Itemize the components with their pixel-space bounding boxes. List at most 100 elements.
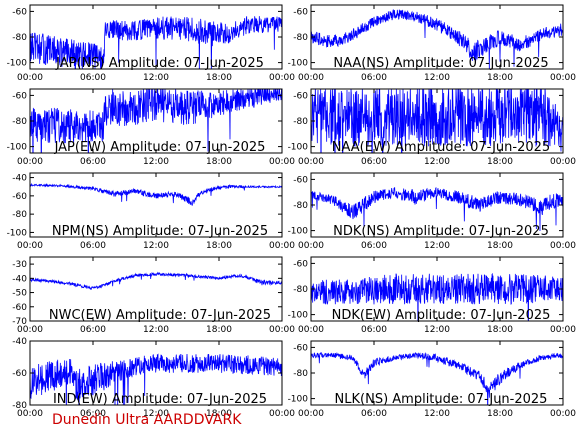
amplitude-trace (311, 9, 563, 69)
amplitude-trace (311, 272, 563, 321)
y-tick-label: -80 (293, 117, 308, 127)
x-tick-label: 12:00 (424, 325, 450, 335)
x-tick-label: 12:00 (424, 73, 450, 83)
x-tick-label: 12:00 (143, 325, 169, 335)
y-tick-label: -60 (293, 91, 308, 101)
x-tick-label: 06:00 (361, 409, 387, 419)
y-tick-label: -50 (12, 289, 27, 299)
y-tick-label: -60 (12, 369, 27, 379)
x-tick-label: 12:00 (424, 157, 450, 167)
x-tick-label: 00:00 (550, 73, 576, 83)
x-tick-label: 00:00 (298, 241, 324, 251)
y-tick-label: -100 (7, 228, 28, 238)
y-tick-label: -100 (7, 143, 28, 153)
y-tick-label: -100 (288, 59, 309, 69)
y-tick-label: -100 (288, 311, 309, 321)
x-tick-label: 00:00 (550, 409, 576, 419)
x-tick-label: 00:00 (550, 325, 576, 335)
x-tick-label: 00:00 (269, 409, 295, 419)
y-tick-label: -80 (12, 33, 27, 43)
amplitude-trace (30, 353, 282, 405)
amplitude-trace (311, 89, 563, 153)
x-tick-label: 06:00 (80, 73, 106, 83)
amplitude-trace (30, 271, 282, 291)
x-tick-label: 12:00 (143, 241, 169, 251)
amplitude-trace (30, 89, 282, 153)
y-tick-label: -100 (288, 395, 309, 405)
y-tick-label: -80 (12, 210, 27, 220)
x-tick-label: 00:00 (269, 325, 295, 335)
panel-8: -60 -80 -100 00:00 06:00 12:00 18:00 00:00 NDK(E… (288, 256, 576, 335)
y-tick-label: -60 (293, 259, 308, 269)
panel-title: IND(EW) Amplitude: 07-Jun-2025 (53, 392, 267, 407)
x-tick-label: 06:00 (361, 325, 387, 335)
x-tick-label: 06:00 (361, 73, 387, 83)
y-tick-label: -60 (293, 7, 308, 17)
y-tick-label: -100 (7, 59, 28, 69)
y-tick-label: -60 (12, 192, 27, 202)
y-tick-label: -80 (12, 401, 27, 411)
y-tick-label: -40 (12, 274, 27, 284)
y-tick-label: -30 (12, 260, 27, 270)
y-tick-label: -80 (293, 285, 308, 295)
panel-title: NWC(EW) Amplitude: 07-Jun-2025 (49, 308, 271, 323)
x-tick-label: 00:00 (298, 73, 324, 83)
x-tick-label: 12:00 (424, 409, 450, 419)
x-tick-label: 06:00 (80, 325, 106, 335)
panel-title: NAA(EW) Amplitude: 07-Jun-2025 (332, 140, 550, 155)
amplitude-trace (30, 182, 282, 206)
x-tick-label: 06:00 (80, 157, 106, 167)
x-tick-label: 12:00 (143, 157, 169, 167)
y-tick-label: -80 (293, 369, 308, 379)
panel-title: NDK(NS) Amplitude: 07-Jun-2025 (333, 224, 549, 239)
x-tick-label: 12:00 (424, 241, 450, 251)
y-tick-label: -100 (288, 143, 309, 153)
x-tick-label: 00:00 (269, 73, 295, 83)
amplitude-trace (311, 187, 563, 232)
x-tick-label: 06:00 (80, 409, 106, 419)
x-tick-label: 12:00 (143, 409, 169, 419)
panel-title: JAP(NS) Amplitude: 07-Jun-2025 (55, 56, 264, 71)
x-tick-label: 18:00 (487, 409, 513, 419)
x-tick-label: 18:00 (206, 73, 232, 83)
y-tick-label: -80 (12, 117, 27, 127)
x-tick-label: 18:00 (206, 157, 232, 167)
x-tick-label: 00:00 (298, 157, 324, 167)
y-tick-label: -70 (12, 317, 27, 327)
x-tick-label: 00:00 (298, 325, 324, 335)
x-tick-label: 06:00 (361, 157, 387, 167)
chart-panels: -60 -80 -100 00:00 06:00 12:00 18:00 00:00 JAP(N… (7, 4, 576, 419)
x-tick-label: 00:00 (550, 157, 576, 167)
y-tick-label: -60 (12, 7, 27, 17)
x-tick-label: 00:00 (269, 157, 295, 167)
y-tick-label: -40 (12, 174, 27, 184)
panel-title: NLK(NS) Amplitude: 07-Jun-2025 (335, 392, 548, 407)
amplitude-trace (30, 16, 282, 69)
x-tick-label: 18:00 (487, 73, 513, 83)
amplitude-trace (311, 351, 563, 405)
x-tick-label: 06:00 (361, 241, 387, 251)
x-tick-label: 00:00 (17, 241, 43, 251)
y-tick-label: -60 (12, 303, 27, 313)
x-tick-label: 00:00 (269, 241, 295, 251)
panel-title: NPM(NS) Amplitude: 07-Jun-2025 (52, 224, 268, 239)
panel-title: NDK(EW) Amplitude: 07-Jun-2025 (332, 308, 551, 323)
panel-title: JAP(EW) Amplitude: 07-Jun-2025 (54, 140, 266, 155)
x-tick-label: 18:00 (487, 157, 513, 167)
y-tick-label: -100 (288, 227, 309, 237)
x-tick-label: 18:00 (206, 325, 232, 335)
y-tick-label: -60 (12, 91, 27, 101)
y-tick-label: -60 (293, 175, 308, 185)
x-tick-label: 06:00 (80, 241, 106, 251)
y-tick-label: -80 (293, 33, 308, 43)
x-tick-label: 00:00 (17, 73, 43, 83)
x-tick-label: 12:00 (143, 73, 169, 83)
